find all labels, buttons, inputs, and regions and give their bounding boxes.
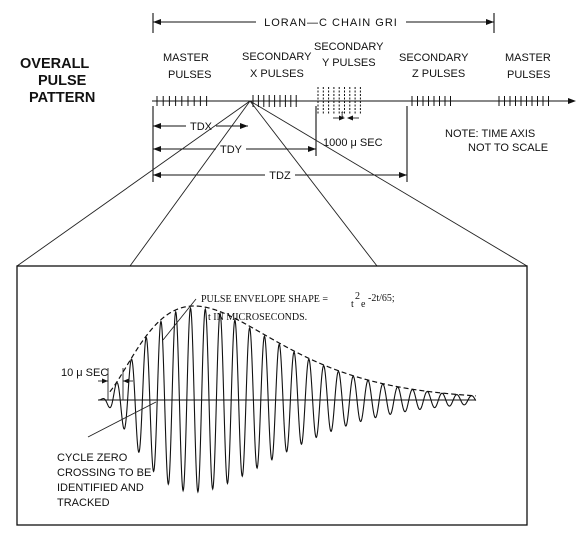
formula-exponent: -2t/65;: [368, 293, 395, 304]
gri-arrow-left: [153, 19, 161, 25]
tdz-label: TDZ: [269, 170, 291, 182]
envelope-pointer: [162, 298, 197, 341]
pulse-group-labels: MASTER PULSES SECONDARY X PULSES SECONDA…: [163, 41, 551, 81]
formula-e: e: [361, 299, 366, 310]
spacing-t: t: [341, 109, 344, 120]
zero-crossing-line-1: CYCLE ZERO: [57, 452, 128, 464]
envelope-annotation: PULSE ENVELOPE SHAPE = t 2 e -2t/65; t I…: [162, 291, 395, 341]
zoom-line-2: [129, 100, 251, 267]
tdy-label-bg: [216, 142, 246, 156]
secondary-y-label-1: SECONDARY: [314, 41, 384, 53]
secondary-z-label-2: Z PULSES: [412, 68, 465, 80]
note-line-1: NOTE: TIME AXIS: [445, 128, 535, 140]
note-line-2: NOT TO SCALE: [468, 142, 548, 154]
zero-crossing-line-2: CROSSING TO BE: [57, 467, 151, 479]
overall-pulse-pattern-title: OVERALL PULSE PATTERN: [20, 56, 95, 106]
title-line-1: OVERALL: [20, 56, 89, 72]
secondary-x-label-2: X PULSES: [250, 68, 304, 80]
time-difference-markers: TDX TDY TDZ: [152, 106, 408, 182]
cycle-arrow-right: [123, 378, 129, 384]
gri-span: LORAN—C CHAIN GRI: [152, 13, 495, 33]
secondary-x-label-1: SECONDARY: [242, 51, 312, 63]
tdz-arrow-right: [399, 172, 407, 178]
pulse-spacing-marker: t 1000 μ SEC: [323, 109, 383, 149]
zero-crossing-pointer: [87, 401, 157, 438]
zoom-line-3: [249, 100, 378, 267]
cycle-period-marker: 10 μ SEC: [61, 367, 133, 400]
zero-crossing-line-3: IDENTIFIED AND: [57, 482, 144, 494]
envelope-units: t IN MICROSECONDS.: [208, 312, 307, 323]
formula-t: t: [351, 299, 354, 310]
zoom-lines: [16, 100, 528, 267]
spacing-arrow-right: [347, 115, 353, 121]
pulse-ticks: [156, 95, 549, 107]
tdy-label: TDY: [220, 144, 243, 156]
pulse-envelope: [109, 305, 476, 397]
zoom-line-4: [249, 100, 528, 267]
tdx-label-bg: [186, 119, 216, 133]
title-line-2: PULSE: [38, 73, 87, 89]
tdx-arrow-left: [153, 123, 161, 129]
gri-arrow-right: [486, 19, 494, 25]
secondary-z-label-1: SECONDARY: [399, 52, 469, 64]
secondary-y-label-2: Y PULSES: [322, 57, 376, 69]
envelope-label: PULSE ENVELOPE SHAPE =: [201, 294, 328, 305]
time-axis-arrow: [568, 98, 576, 104]
cycle-arrow-left: [102, 378, 108, 384]
master-label-2: PULSES: [168, 69, 211, 81]
pulse-detail-box: [16, 265, 528, 526]
zoom-line-1: [16, 100, 251, 267]
tdy-arrow-right: [308, 146, 316, 152]
tdz-label-bg: [265, 168, 295, 182]
tdz-arrow-left: [153, 172, 161, 178]
master-repeat-label-1: MASTER: [505, 52, 551, 64]
tdx-label: TDX: [190, 121, 213, 133]
gri-label: LORAN—C CHAIN GRI: [264, 17, 398, 29]
time-axis-note: NOTE: TIME AXIS NOT TO SCALE: [445, 128, 548, 154]
formula-exp2: 2: [355, 291, 360, 302]
tdx-arrow-right: [240, 123, 248, 129]
spacing-arrow-left: [339, 115, 345, 121]
tdy-arrow-left: [153, 146, 161, 152]
zero-crossing-annotation: CYCLE ZERO CROSSING TO BE IDENTIFIED AND…: [57, 401, 157, 509]
title-line-3: PATTERN: [29, 90, 95, 106]
spacing-label: 1000 μ SEC: [323, 137, 383, 149]
zero-crossing-line-4: TRACKED: [57, 497, 110, 509]
master-repeat-label-2: PULSES: [507, 69, 550, 81]
master-label-1: MASTER: [163, 52, 209, 64]
secondary-y-ticks: [317, 87, 361, 115]
cycle-label: 10 μ SEC: [61, 367, 108, 379]
